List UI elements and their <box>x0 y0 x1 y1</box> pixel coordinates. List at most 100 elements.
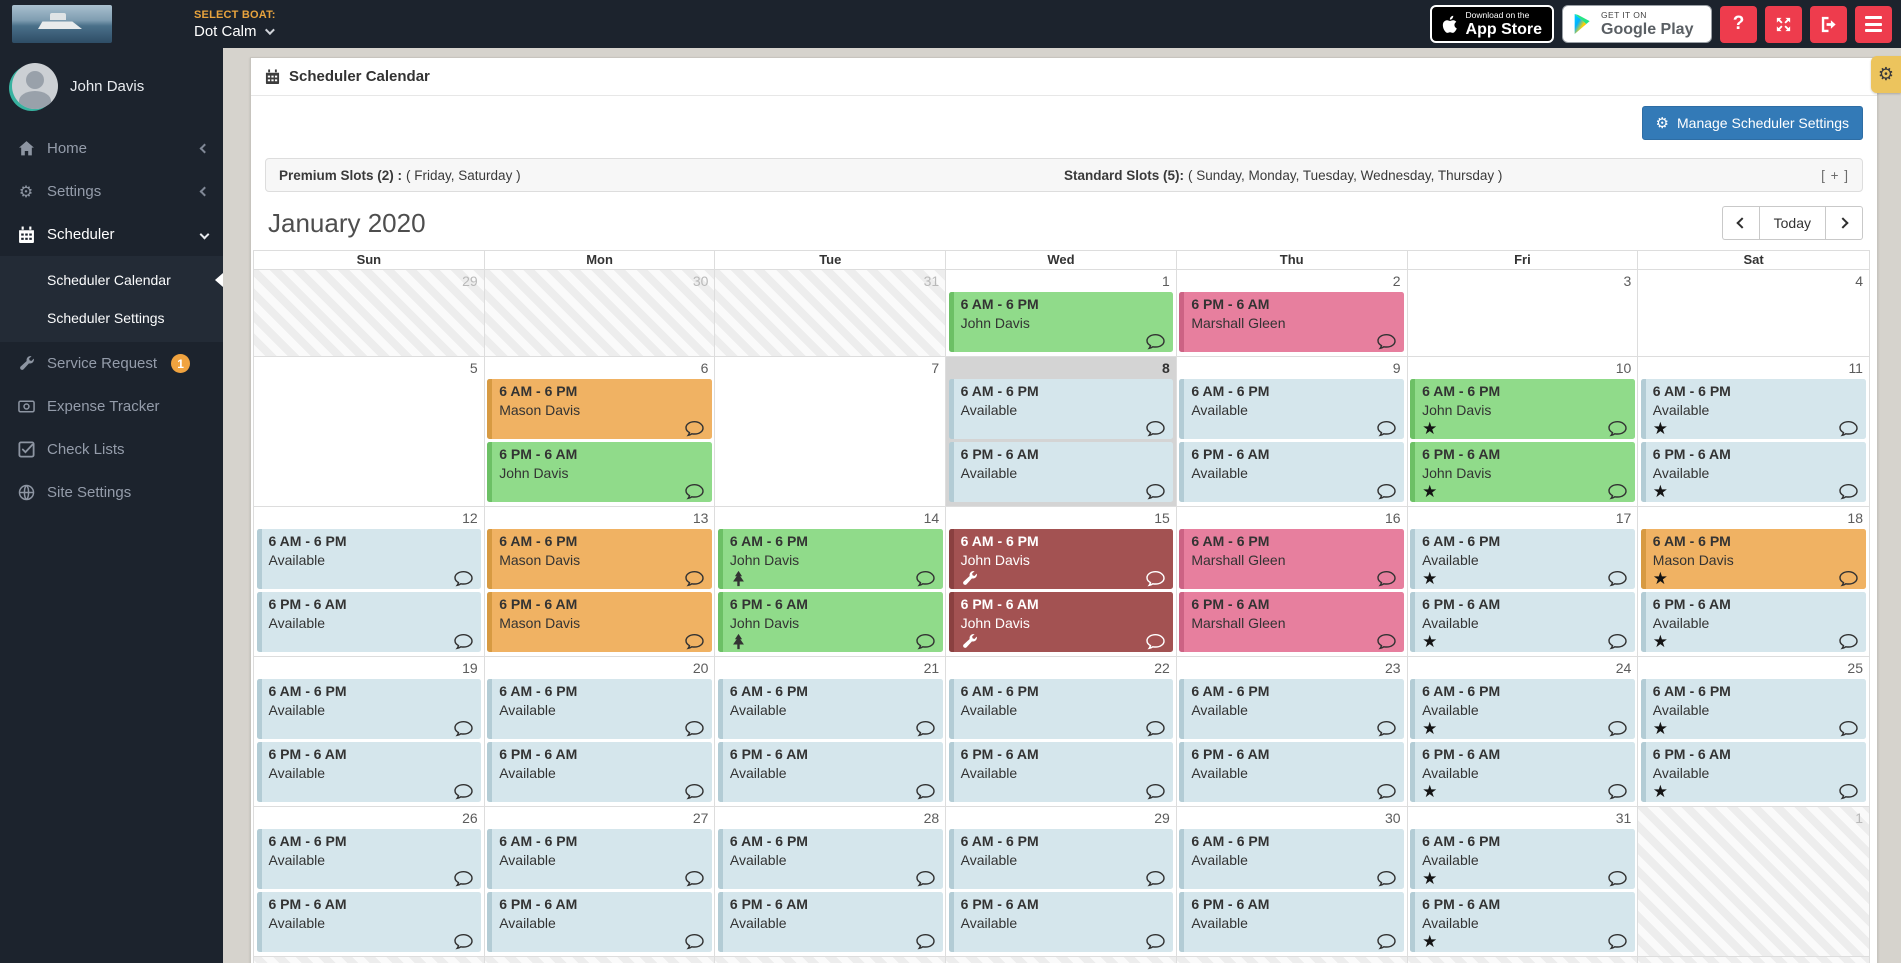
day-cell[interactable]: 6 6 AM - 6 PM Mason Davis 6 PM - 6 AM John D… <box>484 357 716 507</box>
event-slot[interactable]: 6 AM - 6 PM Available <box>1179 679 1405 739</box>
prev-month-button[interactable] <box>1721 206 1759 240</box>
event-slot[interactable]: 6 AM - 6 PM Available ★ <box>1410 829 1635 889</box>
event-slot[interactable]: 6 PM - 6 AM Available <box>948 442 1174 502</box>
day-cell[interactable]: 11 6 AM - 6 PM Available ★ 6 PM - 6 AM Availa… <box>1638 357 1869 507</box>
event-slot[interactable]: 6 AM - 6 PM Available <box>717 679 943 739</box>
app-store-badge[interactable]: Download on the App Store <box>1430 5 1554 43</box>
event-slot[interactable]: 6 AM - 6 PM Available <box>256 679 482 739</box>
event-slot[interactable]: 6 PM - 6 AM Available ★ <box>1410 892 1635 952</box>
event-slot[interactable]: 6 AM - 6 PM John Davis <box>948 529 1174 589</box>
event-slot[interactable]: 6 AM - 6 PM Available <box>948 379 1174 439</box>
day-cell[interactable]: 19 6 AM - 6 PM Available 6 PM - 6 AM Availab… <box>254 657 485 807</box>
day-cell[interactable]: 1 6 AM - 6 PM John Davis <box>946 270 1177 357</box>
help-button[interactable]: ? <box>1720 5 1757 43</box>
day-cell[interactable]: 9 6 AM - 6 PM Available 6 PM - 6 AM Availabl… <box>1176 357 1408 507</box>
event-slot[interactable]: 6 PM - 6 AM Available ★ <box>1640 742 1867 802</box>
day-cell[interactable]: 17 6 AM - 6 PM Available ★ 6 PM - 6 AM Availa… <box>1407 507 1639 657</box>
sidebar-item-expense-tracker[interactable]: Expense Tracker <box>0 385 223 428</box>
day-cell[interactable]: 16 6 AM - 6 PM Marshall Gleen 6 PM - 6 AM Ma… <box>1176 507 1408 657</box>
day-cell[interactable]: 8 6 AM - 6 PM Available 6 PM - 6 AM Availabl… <box>946 357 1177 507</box>
event-slot[interactable]: 6 AM - 6 PM Available ★ <box>1640 679 1867 739</box>
event-slot[interactable]: 6 AM - 6 PM John Davis <box>948 292 1174 352</box>
logo-image[interactable] <box>12 5 112 43</box>
event-slot[interactable]: 6 PM - 6 AM Available <box>256 892 482 952</box>
day-cell[interactable]: 31 6 AM - 6 PM Available ★ 6 PM - 6 AM Availa… <box>1407 807 1639 957</box>
sidebar-item-settings[interactable]: ⚙ Settings <box>0 170 223 213</box>
event-slot[interactable]: 6 AM - 6 PM John Davis <box>717 529 943 589</box>
sidebar-item-check-lists[interactable]: Check Lists <box>0 428 223 471</box>
event-slot[interactable]: 6 AM - 6 PM Available <box>1179 829 1405 889</box>
event-slot[interactable]: 6 AM - 6 PM Available <box>487 679 712 739</box>
event-slot[interactable]: 6 PM - 6 AM Mason Davis <box>487 592 712 652</box>
google-play-badge[interactable]: GET IT ON Google Play <box>1562 5 1712 43</box>
day-cell[interactable]: 4 <box>1638 270 1869 357</box>
event-slot[interactable]: 6 AM - 6 PM Mason Davis <box>487 529 712 589</box>
sidebar-item-home[interactable]: Home <box>0 127 223 170</box>
avatar[interactable] <box>12 63 58 109</box>
event-slot[interactable]: 6 PM - 6 AM Available ★ <box>1410 592 1635 652</box>
day-cell[interactable]: 22 6 AM - 6 PM Available 6 PM - 6 AM Availab… <box>946 657 1177 807</box>
day-cell[interactable]: 12 6 AM - 6 PM Available 6 PM - 6 AM Availab… <box>254 507 485 657</box>
event-slot[interactable]: 6 AM - 6 PM Available <box>1179 379 1405 439</box>
sidebar-item-service-request[interactable]: Service Request 1 <box>0 342 223 385</box>
today-button[interactable]: Today <box>1758 206 1826 240</box>
next-month-button[interactable] <box>1826 206 1863 240</box>
event-slot[interactable]: 6 PM - 6 AM John Davis <box>948 592 1174 652</box>
event-slot[interactable]: 6 PM - 6 AM Marshall Gleen <box>1179 592 1405 652</box>
event-slot[interactable]: 6 AM - 6 PM Available <box>256 829 482 889</box>
event-slot[interactable]: 6 PM - 6 AM John Davis <box>487 442 712 502</box>
boat-selector[interactable]: SELECT BOAT: Dot Calm <box>194 9 276 40</box>
event-slot[interactable]: 6 AM - 6 PM Marshall Gleen <box>1179 529 1405 589</box>
event-slot[interactable]: 6 AM - 6 PM Available <box>487 829 712 889</box>
event-slot[interactable]: 6 AM - 6 PM Available <box>948 829 1174 889</box>
event-slot[interactable]: 6 PM - 6 AM Available ★ <box>1640 592 1867 652</box>
expand-slots-link[interactable]: [ + ] <box>1821 167 1849 183</box>
day-cell[interactable]: 23 6 AM - 6 PM Available 6 PM - 6 AM Availab… <box>1176 657 1408 807</box>
event-slot[interactable]: 6 AM - 6 PM Available <box>717 829 943 889</box>
day-cell[interactable]: 3 <box>1407 270 1639 357</box>
day-cell[interactable]: 2 6 PM - 6 AM Marshall Gleen <box>1176 270 1408 357</box>
menu-button[interactable] <box>1855 5 1892 43</box>
event-slot[interactable]: 6 PM - 6 AM Available <box>717 742 943 802</box>
day-cell[interactable]: 26 6 AM - 6 PM Available 6 PM - 6 AM Availab… <box>254 807 485 957</box>
event-slot[interactable]: 6 AM - 6 PM Mason Davis <box>487 379 712 439</box>
event-slot[interactable]: 6 PM - 6 AM Available <box>1179 742 1405 802</box>
day-cell[interactable]: 29 6 AM - 6 PM Available 6 PM - 6 AM Availab… <box>946 807 1177 957</box>
day-cell[interactable]: 21 6 AM - 6 PM Available 6 PM - 6 AM Availab… <box>715 657 947 807</box>
event-slot[interactable]: 6 AM - 6 PM Available <box>256 529 482 589</box>
sidebar-item-scheduler-settings[interactable]: Scheduler Settings <box>0 299 223 337</box>
logout-button[interactable] <box>1810 5 1847 43</box>
event-slot[interactable]: 6 PM - 6 AM Available <box>256 742 482 802</box>
day-cell[interactable]: 30 6 AM - 6 PM Available 6 PM - 6 AM Availab… <box>1176 807 1408 957</box>
day-cell[interactable]: 15 6 AM - 6 PM John Davis 6 PM - 6 AM John D… <box>946 507 1177 657</box>
day-cell[interactable]: 7 <box>715 357 947 507</box>
fullscreen-button[interactable] <box>1765 5 1802 43</box>
sidebar-item-scheduler[interactable]: Scheduler <box>0 213 223 256</box>
day-cell[interactable]: 18 6 AM - 6 PM Mason Davis ★ 6 PM - 6 AM Avai… <box>1638 507 1869 657</box>
event-slot[interactable]: 6 PM - 6 AM Available <box>487 892 712 952</box>
day-cell[interactable]: 5 <box>254 357 485 507</box>
event-slot[interactable]: 6 AM - 6 PM Available <box>948 679 1174 739</box>
event-slot[interactable]: 6 PM - 6 AM Available <box>1179 442 1405 502</box>
event-slot[interactable]: 6 PM - 6 AM John Davis <box>717 592 943 652</box>
sidebar-item-scheduler-calendar[interactable]: Scheduler Calendar <box>0 261 223 299</box>
sidebar-item-site-settings[interactable]: Site Settings <box>0 471 223 514</box>
day-cell[interactable]: 10 6 AM - 6 PM John Davis ★ 6 PM - 6 AM John … <box>1407 357 1639 507</box>
event-slot[interactable]: 6 AM - 6 PM John Davis ★ <box>1410 379 1635 439</box>
event-slot[interactable]: 6 AM - 6 PM Available ★ <box>1410 529 1635 589</box>
event-slot[interactable]: 6 PM - 6 AM Available ★ <box>1410 742 1635 802</box>
event-slot[interactable]: 6 PM - 6 AM Available <box>717 892 943 952</box>
event-slot[interactable]: 6 PM - 6 AM Available <box>948 892 1174 952</box>
event-slot[interactable]: 6 PM - 6 AM Available <box>256 592 482 652</box>
event-slot[interactable]: 6 PM - 6 AM Available <box>487 742 712 802</box>
event-slot[interactable]: 6 AM - 6 PM Mason Davis ★ <box>1640 529 1867 589</box>
day-cell[interactable]: 13 6 AM - 6 PM Mason Davis 6 PM - 6 AM Mason… <box>484 507 716 657</box>
event-slot[interactable]: 6 PM - 6 AM Marshall Gleen <box>1179 292 1405 352</box>
event-slot[interactable]: 6 PM - 6 AM Available <box>948 742 1174 802</box>
day-cell[interactable]: 14 6 AM - 6 PM John Davis 6 PM - 6 AM John D… <box>715 507 947 657</box>
manage-scheduler-settings-button[interactable]: ⚙ Manage Scheduler Settings <box>1641 106 1863 140</box>
event-slot[interactable]: 6 PM - 6 AM Available ★ <box>1640 442 1867 502</box>
day-cell[interactable]: 25 6 AM - 6 PM Available ★ 6 PM - 6 AM Availa… <box>1638 657 1869 807</box>
day-cell[interactable]: 20 6 AM - 6 PM Available 6 PM - 6 AM Availab… <box>484 657 716 807</box>
settings-side-tab[interactable]: ⚙ <box>1871 56 1901 93</box>
